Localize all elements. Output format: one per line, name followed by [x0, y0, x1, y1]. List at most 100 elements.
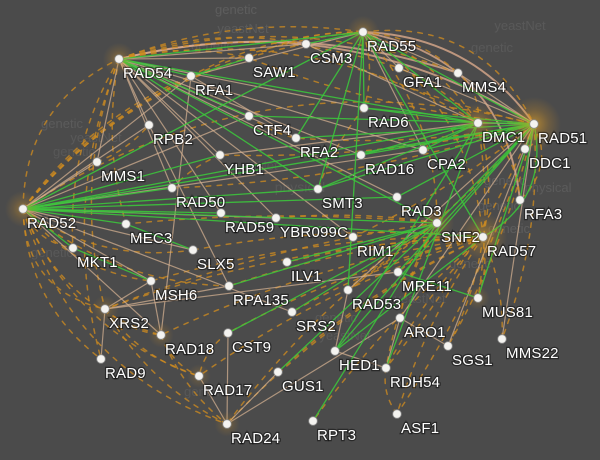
node-dot-MEC3[interactable] [121, 219, 131, 229]
node-dot-SRS2[interactable] [287, 307, 297, 317]
node-dot-RPT3[interactable] [308, 416, 318, 426]
node-RAD9[interactable]: RAD9 [96, 354, 147, 383]
node-dot-ARO1[interactable] [395, 313, 405, 323]
node-dot-RIM1[interactable] [348, 232, 358, 242]
node-dot-RAD3[interactable] [392, 192, 402, 202]
node-dot-RAD24[interactable] [222, 419, 232, 429]
node-dot-ILV1[interactable] [282, 257, 292, 267]
node-CST9[interactable]: CST9 [223, 328, 272, 357]
node-SGS1[interactable]: SGS1 [443, 341, 494, 370]
node-CTF4[interactable]: CTF4 [244, 111, 292, 140]
node-CSM3[interactable]: CSM3 [301, 39, 354, 68]
node-dot-GFA1[interactable] [394, 63, 404, 73]
node-dot-RFA3[interactable] [515, 195, 525, 205]
node-dot-MMS22[interactable] [497, 334, 507, 344]
node-RAD52[interactable]: RAD52 [18, 204, 77, 233]
node-dot-RDH54[interactable] [381, 363, 391, 373]
node-RAD16[interactable]: RAD16 [356, 150, 415, 179]
node-RAD54[interactable]: RAD54 [114, 54, 173, 83]
node-dot-HED1[interactable] [330, 346, 340, 356]
node-RAD57[interactable]: RAD57 [478, 232, 537, 261]
node-RIM1[interactable]: RIM1 [348, 232, 395, 261]
node-dot-RAD50[interactable] [167, 183, 177, 193]
node-dot-GUS1[interactable] [273, 367, 283, 377]
node-dot-RAD16[interactable] [356, 150, 366, 160]
node-DMC1[interactable]: DMC1 [473, 118, 526, 147]
node-RAD53[interactable]: RAD53 [343, 285, 402, 314]
node-RAD24[interactable]: RAD24 [222, 419, 281, 448]
node-dot-RAD53[interactable] [343, 285, 353, 295]
node-MEC3[interactable]: MEC3 [121, 219, 174, 248]
node-dot-RAD57[interactable] [478, 232, 488, 242]
node-MMS22[interactable]: MMS22 [497, 334, 560, 363]
node-YBR099C[interactable]: YBR099C [271, 213, 349, 242]
node-MMS4[interactable]: MMS4 [453, 68, 507, 97]
node-dot-RPA135[interactable] [224, 281, 234, 291]
node-dot-RAD55[interactable] [358, 27, 368, 37]
node-SMT3[interactable]: SMT3 [313, 184, 364, 213]
node-ILV1[interactable]: ILV1 [282, 257, 323, 286]
node-SRS2[interactable]: SRS2 [287, 307, 337, 336]
node-dot-SMT3[interactable] [313, 184, 323, 194]
node-RAD6[interactable]: RAD6 [359, 103, 410, 132]
node-dot-SLX5[interactable] [188, 245, 198, 255]
node-GFA1[interactable]: GFA1 [394, 63, 443, 92]
node-dot-MRE11[interactable] [393, 267, 403, 277]
node-HED1[interactable]: HED1 [330, 346, 381, 375]
node-MMS1[interactable]: MMS1 [92, 157, 146, 186]
node-XRS2[interactable]: XRS2 [100, 304, 150, 333]
node-dot-MSH6[interactable] [146, 276, 156, 286]
node-dot-SGS1[interactable] [443, 341, 453, 351]
node-YHB1[interactable]: YHB1 [215, 150, 265, 179]
node-dot-CST9[interactable] [223, 328, 233, 338]
node-ARO1[interactable]: ARO1 [395, 313, 447, 342]
node-RPA135[interactable]: RPA135 [224, 281, 290, 310]
node-MKT1[interactable]: MKT1 [68, 243, 119, 272]
node-dot-RAD18[interactable] [156, 330, 166, 340]
node-RAD17[interactable]: RAD17 [194, 371, 253, 400]
node-MSH6[interactable]: MSH6 [146, 276, 199, 305]
node-dot-DMC1[interactable] [473, 118, 483, 128]
node-dot-XRS2[interactable] [100, 304, 110, 314]
node-RPT3[interactable]: RPT3 [308, 416, 357, 445]
node-RAD55[interactable]: RAD55 [358, 27, 417, 56]
node-dot-RFA1[interactable] [186, 71, 196, 81]
node-dot-CTF4[interactable] [244, 111, 254, 121]
node-RAD51[interactable]: RAD51 [529, 119, 588, 148]
node-SLX5[interactable]: SLX5 [188, 245, 236, 274]
node-CPA2[interactable]: CPA2 [418, 145, 467, 174]
node-RFA1[interactable]: RFA1 [186, 71, 234, 100]
node-MRE11[interactable]: MRE11 [393, 267, 453, 296]
node-RAD50[interactable]: RAD50 [167, 183, 226, 212]
node-SAW1[interactable]: SAW1 [244, 53, 297, 82]
node-RAD18[interactable]: RAD18 [156, 330, 215, 359]
node-SNF2[interactable]: SNF2 [432, 218, 481, 247]
node-dot-RAD54[interactable] [114, 54, 124, 64]
node-dot-RAD9[interactable] [96, 354, 106, 364]
node-dot-ASF1[interactable] [392, 409, 402, 419]
node-dot-RPB2[interactable] [144, 120, 154, 130]
node-ASF1[interactable]: ASF1 [392, 409, 440, 438]
node-dot-RAD6[interactable] [359, 103, 369, 113]
node-dot-RAD51[interactable] [529, 119, 539, 129]
node-MUS81[interactable]: MUS81 [473, 293, 534, 322]
node-dot-SNF2[interactable] [432, 218, 442, 228]
node-GUS1[interactable]: GUS1 [273, 367, 325, 396]
node-dot-MMS4[interactable] [453, 68, 463, 78]
node-dot-YHB1[interactable] [215, 150, 225, 160]
node-dot-MMS1[interactable] [92, 157, 102, 167]
node-dot-SAW1[interactable] [244, 53, 254, 63]
node-dot-RAD17[interactable] [194, 371, 204, 381]
node-dot-RAD59[interactable] [216, 208, 226, 218]
node-dot-YBR099C[interactable] [271, 213, 281, 223]
node-dot-CSM3[interactable] [301, 39, 311, 49]
node-dot-RFA2[interactable] [291, 133, 301, 143]
node-dot-DDC1[interactable] [520, 144, 530, 154]
node-RAD3[interactable]: RAD3 [392, 192, 443, 221]
node-RFA2[interactable]: RFA2 [291, 133, 339, 162]
node-RAD59[interactable]: RAD59 [216, 208, 275, 237]
node-dot-RAD52[interactable] [18, 204, 28, 214]
node-DDC1[interactable]: DDC1 [520, 144, 572, 173]
node-dot-CPA2[interactable] [418, 145, 428, 155]
